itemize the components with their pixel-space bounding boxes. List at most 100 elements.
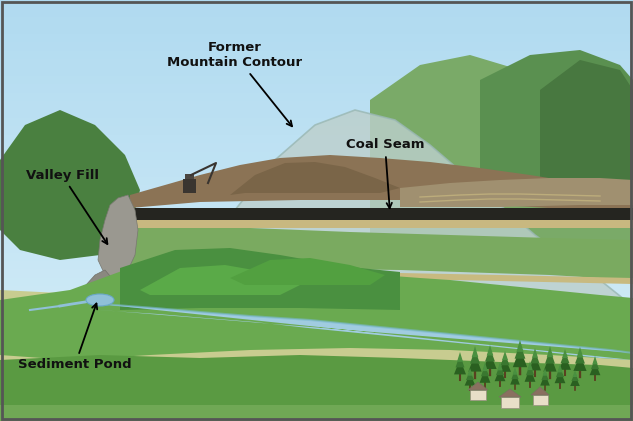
Polygon shape xyxy=(130,155,633,215)
Bar xyxy=(0,370,633,379)
Polygon shape xyxy=(140,265,300,295)
Bar xyxy=(0,59,633,67)
Bar xyxy=(0,42,633,51)
Polygon shape xyxy=(502,351,508,360)
Polygon shape xyxy=(0,290,633,421)
Bar xyxy=(501,397,519,408)
Bar xyxy=(0,210,633,219)
Polygon shape xyxy=(130,208,633,220)
Polygon shape xyxy=(545,349,555,364)
Polygon shape xyxy=(484,352,497,369)
Polygon shape xyxy=(517,340,523,352)
Bar xyxy=(0,337,633,345)
Polygon shape xyxy=(540,373,550,386)
Polygon shape xyxy=(230,258,385,285)
Bar xyxy=(0,177,633,185)
Polygon shape xyxy=(0,110,140,260)
Bar xyxy=(0,396,633,404)
Polygon shape xyxy=(499,389,521,397)
Bar xyxy=(0,84,633,93)
Polygon shape xyxy=(468,354,482,372)
Bar xyxy=(0,76,633,84)
Polygon shape xyxy=(457,352,463,362)
Polygon shape xyxy=(465,373,475,386)
Bar xyxy=(0,0,633,8)
Polygon shape xyxy=(370,55,633,250)
Polygon shape xyxy=(526,364,534,375)
Polygon shape xyxy=(466,370,474,380)
Polygon shape xyxy=(589,362,600,375)
Bar xyxy=(0,345,633,354)
Bar xyxy=(0,362,633,370)
Polygon shape xyxy=(482,362,487,371)
Bar xyxy=(0,185,633,194)
Polygon shape xyxy=(575,350,585,363)
Bar xyxy=(0,244,633,253)
Polygon shape xyxy=(559,355,571,370)
Bar xyxy=(0,25,633,34)
Polygon shape xyxy=(529,355,541,370)
Bar xyxy=(0,118,633,126)
Polygon shape xyxy=(0,258,633,360)
Bar xyxy=(0,269,633,278)
Polygon shape xyxy=(541,370,549,380)
Polygon shape xyxy=(494,368,505,381)
Polygon shape xyxy=(130,228,633,280)
Polygon shape xyxy=(485,348,495,362)
Polygon shape xyxy=(454,359,466,374)
Bar xyxy=(0,51,633,59)
Polygon shape xyxy=(499,357,511,372)
Polygon shape xyxy=(501,354,510,365)
Polygon shape xyxy=(0,355,633,421)
Bar xyxy=(0,253,633,261)
Bar xyxy=(0,152,633,160)
Bar xyxy=(0,261,633,269)
Polygon shape xyxy=(510,373,520,385)
Bar xyxy=(533,395,548,405)
Bar xyxy=(0,295,633,303)
Bar xyxy=(0,8,633,17)
Polygon shape xyxy=(468,382,488,390)
Bar xyxy=(0,413,633,421)
Bar xyxy=(0,93,633,101)
Bar xyxy=(0,135,633,143)
Bar xyxy=(0,404,633,413)
Polygon shape xyxy=(532,348,538,358)
Polygon shape xyxy=(573,354,587,371)
Polygon shape xyxy=(487,345,493,355)
Polygon shape xyxy=(400,178,633,207)
Bar xyxy=(0,160,633,168)
Text: Former
Mountain Contour: Former Mountain Contour xyxy=(168,41,303,126)
Polygon shape xyxy=(480,50,633,200)
Polygon shape xyxy=(470,349,480,364)
Bar xyxy=(0,34,633,42)
Polygon shape xyxy=(200,270,633,284)
Polygon shape xyxy=(513,349,527,367)
Polygon shape xyxy=(498,362,503,370)
Polygon shape xyxy=(555,370,565,383)
Bar xyxy=(0,328,633,337)
Polygon shape xyxy=(456,355,465,368)
Polygon shape xyxy=(592,356,598,365)
Polygon shape xyxy=(120,248,400,310)
Bar xyxy=(0,303,633,312)
Polygon shape xyxy=(82,270,118,318)
Polygon shape xyxy=(570,375,580,386)
Polygon shape xyxy=(560,352,570,363)
Polygon shape xyxy=(543,354,556,372)
Polygon shape xyxy=(513,367,517,375)
Polygon shape xyxy=(556,366,564,377)
Polygon shape xyxy=(572,372,579,381)
Polygon shape xyxy=(562,349,568,358)
Bar xyxy=(0,320,633,328)
Bar xyxy=(0,194,633,202)
Bar xyxy=(470,390,486,400)
Bar xyxy=(0,109,633,118)
Bar xyxy=(0,286,633,295)
Polygon shape xyxy=(530,351,539,363)
Polygon shape xyxy=(515,344,525,359)
Polygon shape xyxy=(547,346,553,357)
Text: Sediment Pond: Sediment Pond xyxy=(18,304,132,371)
Polygon shape xyxy=(573,370,577,377)
Bar xyxy=(0,387,633,396)
